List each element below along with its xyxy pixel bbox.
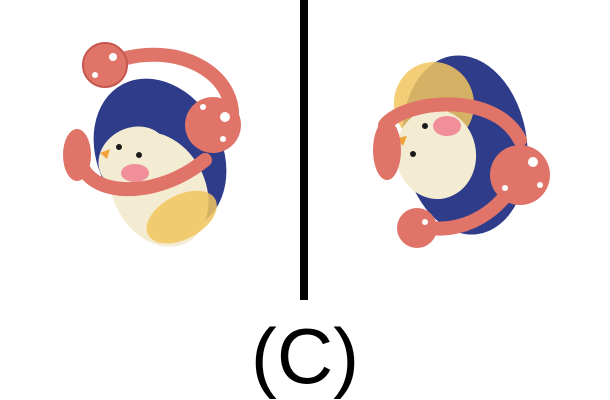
figure-caption: (C) (250, 312, 360, 400)
penguin-toy-right-icon (373, 55, 550, 248)
penguin-toy-left-icon (63, 42, 241, 247)
panel-divider (300, 0, 308, 300)
